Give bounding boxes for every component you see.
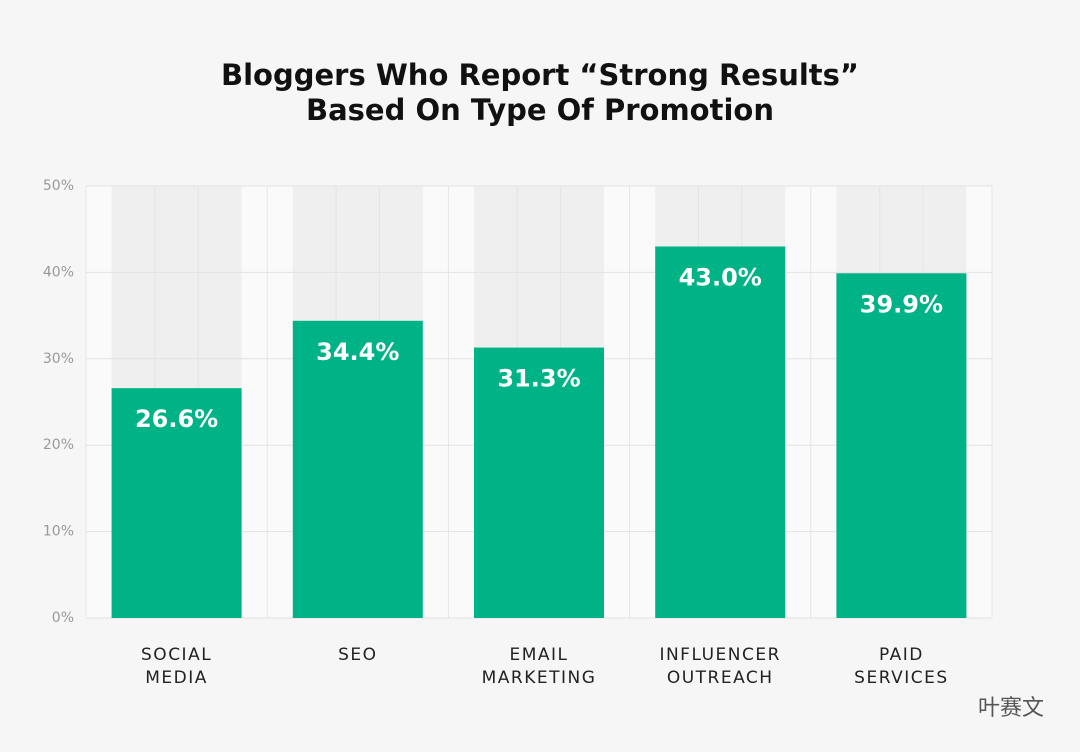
chart-title: Bloggers Who Report “Strong Results” Bas… (221, 58, 859, 127)
x-tick-label: INFLUENCER OUTREACH (659, 645, 781, 688)
bar (655, 246, 786, 619)
value-label: 31.3% (497, 365, 580, 393)
bar (111, 388, 242, 618)
value-label: 34.4% (316, 338, 399, 366)
bar (292, 320, 423, 618)
bar (474, 347, 604, 618)
watermark: 叶赛文 (977, 696, 1044, 721)
x-tick-label: PAID SERVICES (854, 645, 949, 688)
x-tick-label: EMAIL MARKETING (481, 645, 597, 688)
x-tick-label: SOCIAL MEDIA (141, 645, 213, 688)
bar (836, 273, 967, 618)
y-tick-label: 50% (43, 178, 74, 194)
y-tick-label: 30% (43, 351, 74, 367)
value-label: 39.9% (860, 290, 943, 318)
y-tick-label: 20% (43, 437, 74, 453)
y-tick-label: 40% (43, 264, 74, 280)
y-tick-label: 0% (52, 610, 74, 626)
y-tick-label: 10% (43, 524, 74, 540)
x-tick-label: SEO (338, 645, 378, 665)
value-label: 26.6% (135, 405, 218, 433)
value-label: 43.0% (679, 263, 762, 291)
